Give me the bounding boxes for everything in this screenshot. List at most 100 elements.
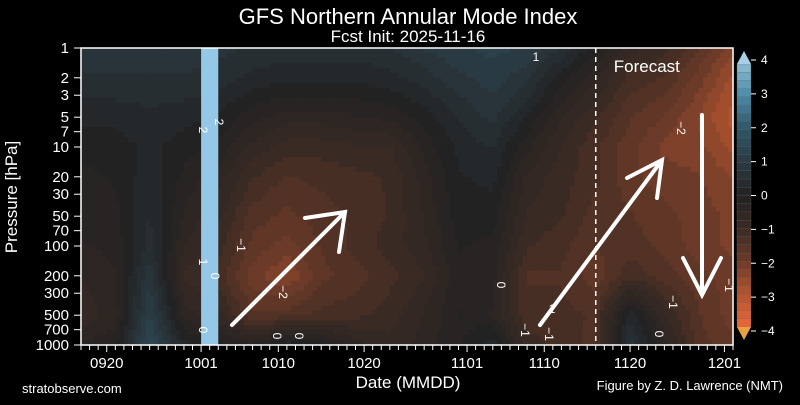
heatmap-cell [432,191,438,198]
heatmap-cell [304,191,309,198]
heatmap-cell [381,57,387,64]
heatmap-cell [261,142,267,148]
heatmap-cell [325,191,331,198]
heatmap-cell [265,211,271,217]
heatmap-cell [192,186,198,193]
heatmap-cell [171,201,176,207]
heatmap-cell [432,127,438,133]
heatmap-cell [141,315,146,321]
heatmap-cell [321,265,327,272]
heatmap-cell [166,280,172,287]
heatmap-cell [291,132,297,138]
heatmap-cell [218,196,224,203]
heatmap-cell [141,112,146,118]
heatmap-cell [402,102,408,108]
heatmap-cell [424,295,430,302]
heatmap-cell [415,335,421,341]
heatmap-cell [312,206,318,212]
heatmap-cell [325,260,331,267]
heatmap-cell [153,107,159,113]
heatmap-cell [359,161,365,168]
heatmap-cell [141,142,146,148]
heatmap-cell [183,290,189,297]
heatmap-cell [252,147,258,153]
heatmap-cell [364,87,369,94]
heatmap-cell [153,280,159,287]
heatmap-cell [231,196,237,203]
heatmap-cell [432,132,438,138]
heatmap-cell [89,191,95,198]
heatmap-cell [239,87,245,94]
heatmap-cell [106,122,112,128]
heatmap-cell [282,137,288,143]
heatmap-cell [424,62,430,69]
heatmap-cell [316,97,322,104]
heatmap-cell [98,260,104,267]
heatmap-cell [308,48,314,54]
heatmap-cell [123,236,129,242]
heatmap-cell [291,191,297,198]
heatmap-cell [128,300,134,306]
heatmap-cell [338,280,344,287]
heatmap-cell [106,62,112,69]
heatmap-cell [364,171,369,178]
heatmap-cell [424,325,430,331]
heatmap-cell [162,300,168,306]
heatmap-cell [89,201,95,207]
heatmap-cell [364,330,369,336]
heatmap-cell [111,221,116,227]
heatmap-cell [359,151,365,158]
heatmap-cell [282,147,288,153]
heatmap-cell [432,77,438,84]
heatmap-cell [136,161,142,168]
heatmap-cell [235,122,241,128]
heatmap-cell [115,241,121,247]
heatmap-cell [93,305,99,311]
heatmap-cell [334,77,339,84]
heatmap-cell [299,67,305,74]
heatmap-cell [364,166,369,173]
heatmap-cell [424,191,430,198]
heatmap-cell [338,52,344,59]
heatmap-cell [158,107,164,113]
heatmap-cell [183,310,189,316]
heatmap-cell [376,270,382,277]
heatmap-cell [196,305,202,311]
heatmap-cell [179,77,185,84]
heatmap-cell [325,57,331,64]
heatmap-cell [269,300,275,306]
heatmap-cell [415,325,421,331]
heatmap-cell [299,132,305,138]
heatmap-cell [192,147,198,153]
heatmap-cell [123,67,129,74]
heatmap-cell [261,171,267,178]
heatmap-cell [355,211,361,217]
heatmap-cell [175,72,181,79]
heatmap-cell [389,300,395,306]
heatmap-cell [321,335,327,341]
heatmap-cell [351,250,357,257]
heatmap-cell [226,48,232,54]
heatmap-cell [437,112,442,118]
heatmap-cell [141,325,146,331]
heatmap-cell [398,250,404,257]
heatmap-cell [141,295,146,302]
heatmap-cell [175,315,181,321]
heatmap-cell [128,132,134,138]
heatmap-cell [385,310,391,316]
heatmap-cell [269,246,275,252]
heatmap-cell [102,142,108,148]
heatmap-cell [308,265,314,272]
heatmap-cell [111,147,116,153]
heatmap-cell [93,72,99,79]
heatmap-cell [411,166,417,173]
heatmap-cell [389,285,395,292]
heatmap-cell [376,156,382,163]
heatmap-cell [123,246,129,252]
heatmap-cell [179,265,185,272]
heatmap-cell [376,335,382,341]
heatmap-cell [128,161,134,168]
heatmap-cell [153,176,159,183]
heatmap-cell [291,67,297,74]
heatmap-cell [89,265,95,272]
